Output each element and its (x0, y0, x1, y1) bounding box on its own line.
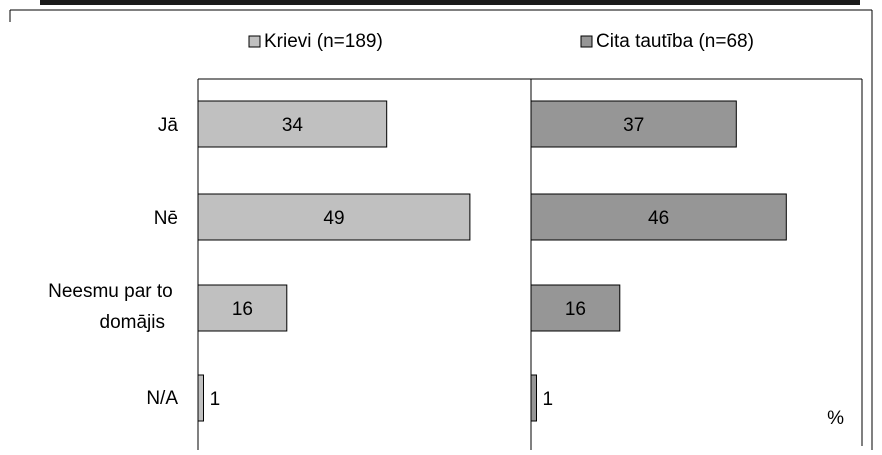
bar-label-series-1-ja: 34 (282, 115, 304, 136)
bar-series-1-ja (197, 100, 388, 148)
bar-series-2-neesmu-par-to (530, 284, 621, 332)
category-label-ne-line-1: Nē (154, 208, 178, 229)
bar-label-series-1-neesmu-par-to: 16 (232, 299, 253, 320)
bar-label-series-2-neesmu-par-to: 16 (565, 299, 586, 320)
category-label-ja: Jā (158, 115, 179, 136)
legend-label-2: Cita tautība (n=68) (596, 31, 754, 52)
unit-label: % (827, 408, 844, 429)
bar-series-1-ne (197, 193, 471, 241)
legend-swatch-1 (248, 35, 261, 48)
bar-series-2-ja (530, 100, 737, 148)
bar-label-series-1-ne: 49 (323, 208, 344, 229)
category-label-neesmu-line-1: Neesmu par to (48, 281, 173, 302)
category-labels: Jā Nē Neesmu par to domājis N/A (48, 115, 178, 409)
bar-label-series-1-n-a: 1 (210, 389, 221, 410)
category-label-neesmu-line-2: domājis (100, 312, 165, 333)
category-label-ne: Nē (154, 208, 178, 229)
bar-label-series-2-ne: 46 (648, 208, 669, 229)
bar-series-1-n-a (197, 374, 204, 422)
bar-label-series-2-ja: 37 (623, 115, 644, 136)
category-label-na: N/A (146, 388, 178, 409)
bar-series-1-neesmu-par-to (197, 284, 288, 332)
legend-label-1: Krievi (n=189) (264, 31, 383, 52)
title-clipped-strip (40, 0, 860, 5)
bar-series-2-ne (530, 193, 787, 241)
category-label-na-line-1: N/A (146, 388, 178, 409)
bar-label-series-2-n-a: 1 (543, 389, 554, 410)
category-label-neesmu: Neesmu par to domājis (48, 281, 178, 333)
legend: Krievi (n=189) Cita tautība (n=68) (248, 31, 754, 52)
category-label-ja-line-1: Jā (158, 115, 179, 136)
bar-series-2-n-a (530, 374, 537, 422)
legend-swatch-2 (580, 35, 593, 48)
bars-group: 34 49 16 1 37 46 16 1 (197, 100, 787, 422)
